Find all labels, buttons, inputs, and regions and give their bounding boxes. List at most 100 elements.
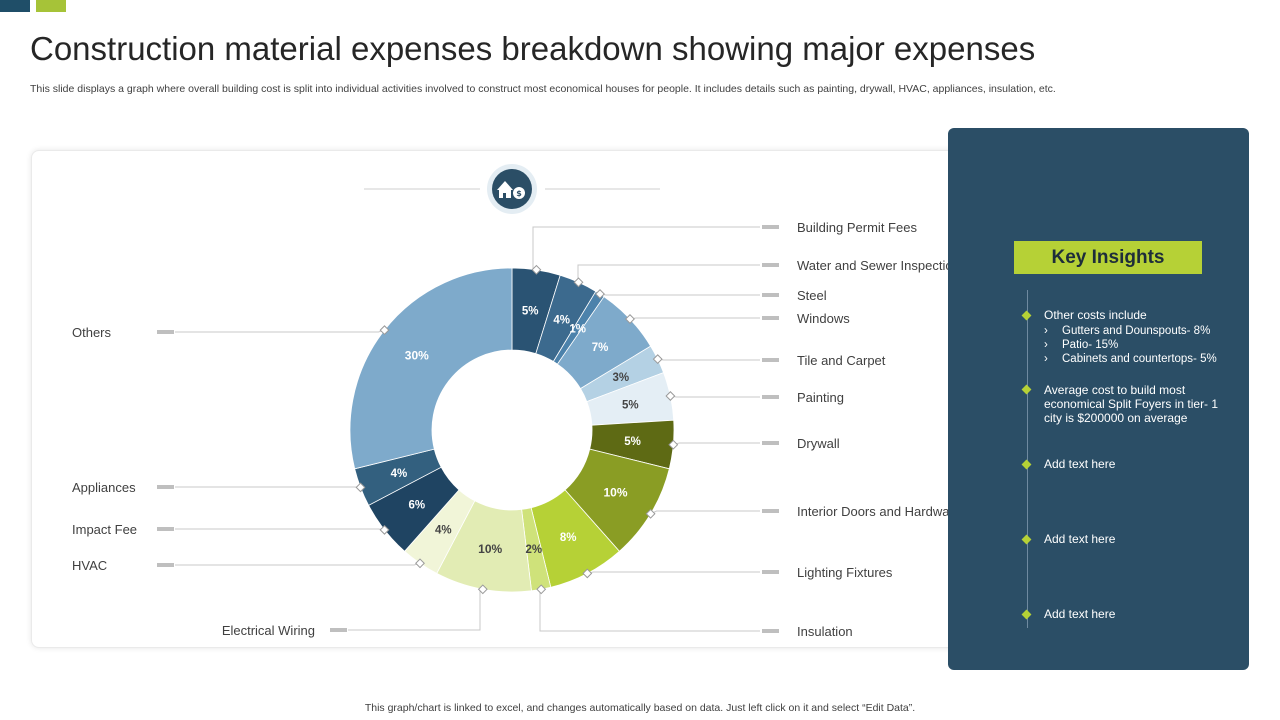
leader-line-water-and-sewer-inspection	[577, 264, 760, 283]
category-label-windows: Windows	[797, 311, 850, 326]
legend-marker-interior-doors-and-hardware	[762, 509, 779, 513]
data-label-water-and-sewer-inspection: 4%	[553, 315, 570, 327]
category-label-interior-doors-and-hardware: Interior Doors and Hardware	[797, 504, 961, 519]
leader-dot-windows	[625, 314, 635, 324]
corner-accent-dark	[0, 0, 30, 12]
leader-dot-impact-fee	[379, 524, 390, 535]
category-label-lighting-fixtures: Lighting Fixtures	[797, 565, 893, 580]
insights-timeline-line	[1027, 290, 1028, 628]
data-label-interior-doors-and-hardware: 10%	[603, 486, 627, 500]
leader-dot-tile-and-carpet	[652, 354, 663, 365]
category-label-others: Others	[72, 325, 112, 340]
leader-line-drywall	[673, 442, 760, 446]
arrow-icon: ›	[1044, 339, 1048, 351]
data-label-steel: 1%	[569, 323, 586, 335]
data-label-appliances: 4%	[391, 468, 408, 480]
slide-title: Construction material expenses breakdown…	[30, 30, 1036, 67]
data-label-insulation: 2%	[525, 544, 542, 556]
legend-marker-hvac	[157, 563, 174, 567]
category-label-impact-fee: Impact Fee	[72, 522, 137, 537]
leader-dot-appliances	[355, 482, 366, 493]
insight-sub-item-3: › Cabinets and countertops- 5%	[1044, 352, 1217, 366]
leader-dot-insulation	[536, 584, 547, 595]
leader-line-lighting-fixtures	[587, 571, 760, 574]
category-label-water-and-sewer-inspection: Water and Sewer Inspection	[797, 258, 960, 273]
insight-text-2: Average cost to build most economical Sp…	[1044, 383, 1219, 425]
category-label-insulation: Insulation	[797, 624, 853, 639]
leader-dot-lighting-fixtures	[582, 568, 593, 579]
data-label-windows: 7%	[592, 342, 609, 354]
leader-line-steel	[599, 293, 760, 296]
data-label-drywall: 5%	[624, 436, 641, 448]
leader-line-building-permit-fees	[532, 226, 760, 271]
legend-marker-others	[157, 330, 174, 334]
corner-accent-green	[36, 0, 66, 12]
category-label-tile-and-carpet: Tile and Carpet	[797, 353, 886, 368]
insight-sub-item-2: › Patio- 15%	[1044, 338, 1118, 352]
leader-line-interior-doors-and-hardware	[650, 510, 760, 515]
arrow-icon: ›	[1044, 325, 1048, 337]
legend-marker-insulation	[762, 629, 779, 633]
sub-item-text: Patio- 15%	[1062, 339, 1119, 351]
category-label-building-permit-fees: Building Permit Fees	[797, 220, 917, 235]
key-insights-panel	[948, 128, 1249, 670]
category-label-hvac: HVAC	[72, 558, 107, 573]
insight-text-1: Other costs include	[1044, 308, 1147, 322]
legend-marker-steel	[762, 293, 779, 297]
legend-marker-appliances	[157, 485, 174, 489]
data-label-tile-and-carpet: 3%	[612, 372, 629, 384]
data-label-painting: 5%	[622, 400, 639, 412]
insight-text-3: Add text here	[1044, 457, 1116, 471]
legend-marker-lighting-fixtures	[762, 570, 779, 574]
leader-dot-building-permit-fees	[531, 264, 542, 275]
leader-line-others	[175, 329, 385, 333]
leader-line-windows	[629, 317, 760, 320]
legend-marker-drywall	[762, 441, 779, 445]
leader-dot-water-and-sewer-inspection	[573, 277, 584, 288]
leader-dot-steel	[595, 289, 605, 299]
slice-others	[349, 267, 513, 470]
leader-dot-drywall	[668, 439, 679, 450]
legend-marker-painting	[762, 395, 779, 399]
legend-marker-building-permit-fees	[762, 225, 779, 229]
data-label-others: 30%	[405, 348, 429, 362]
legend-marker-tile-and-carpet	[762, 358, 779, 362]
category-label-painting: Painting	[797, 390, 844, 405]
slide-subtitle: This slide displays a graph where overal…	[30, 83, 1056, 95]
leader-dot-electrical-wiring	[477, 584, 488, 595]
legend-marker-electrical-wiring	[330, 628, 347, 632]
leader-line-hvac	[175, 562, 421, 566]
leader-dot-hvac	[415, 558, 425, 569]
leader-line-painting	[670, 395, 760, 398]
legend-marker-water-and-sewer-inspection	[762, 263, 779, 267]
key-insights-title: Key Insights	[1014, 241, 1202, 274]
leader-dot-interior-doors-and-hardware	[645, 508, 656, 519]
sub-item-text: Gutters and Dounspouts- 8%	[1062, 325, 1211, 337]
house-money-icon: $	[497, 181, 525, 199]
leader-dot-others	[379, 325, 390, 336]
data-label-building-permit-fees: 5%	[522, 305, 539, 317]
data-label-electrical-wiring: 10%	[478, 542, 502, 556]
arrow-icon: ›	[1044, 353, 1048, 365]
category-label-electrical-wiring: Electrical Wiring	[222, 623, 315, 638]
leader-line-insulation	[539, 588, 760, 632]
insight-text-4: Add text here	[1044, 532, 1116, 546]
sub-item-text: Cabinets and countertops- 5%	[1062, 353, 1217, 365]
legend-marker-windows	[762, 316, 779, 320]
data-label-impact-fee: 6%	[408, 500, 425, 512]
insight-sub-item-1: › Gutters and Dounspouts- 8%	[1044, 324, 1210, 338]
leader-line-impact-fee	[175, 528, 385, 531]
leader-line-tile-and-carpet	[657, 358, 760, 361]
data-label-hvac: 4%	[435, 525, 452, 537]
svg-text:$: $	[516, 189, 522, 198]
legend-marker-impact-fee	[157, 527, 174, 531]
category-label-appliances: Appliances	[72, 480, 136, 495]
category-label-drywall: Drywall	[797, 436, 840, 451]
category-label-steel: Steel	[797, 288, 827, 303]
donut-inner-ring	[416, 334, 608, 526]
insight-text-5: Add text here	[1044, 607, 1116, 621]
data-label-lighting-fixtures: 8%	[560, 532, 577, 544]
leader-dot-painting	[665, 391, 676, 401]
leader-line-electrical-wiring	[348, 588, 483, 631]
footer-note: This graph/chart is linked to excel, and…	[364, 702, 916, 714]
